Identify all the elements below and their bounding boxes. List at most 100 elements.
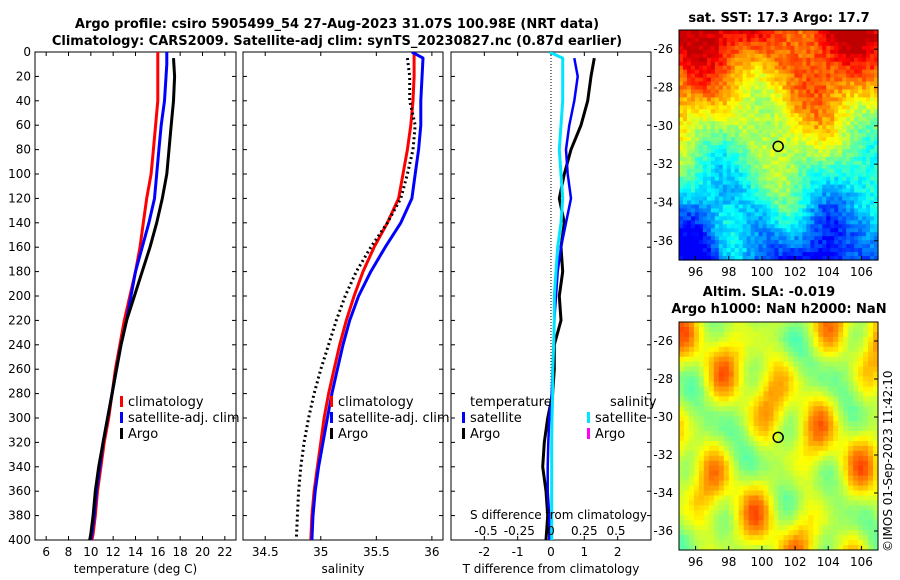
- sst-cell: [806, 77, 811, 83]
- sst-cell: [874, 33, 879, 39]
- s-axis-label: S difference from climatology: [470, 508, 647, 522]
- sst-cell: [790, 49, 796, 55]
- sla-cell: [788, 440, 795, 447]
- sst-cell: [810, 164, 815, 170]
- sla-cell: [808, 540, 814, 546]
- sla-cell: [703, 361, 710, 368]
- sla-cell: [679, 351, 685, 358]
- sst-cell: [794, 188, 799, 194]
- sst-cell: [854, 65, 859, 71]
- sla-cell: [863, 485, 869, 492]
- sst-cell: [810, 252, 815, 257]
- sst-cell: [718, 156, 724, 162]
- sst-cell: [874, 97, 879, 102]
- sst-cell: [774, 164, 780, 170]
- sst-cell: [806, 152, 811, 158]
- sst-cell: [714, 69, 720, 75]
- sst-cell: [754, 41, 760, 47]
- sst-cell: [754, 156, 760, 162]
- sla-cell: [728, 450, 735, 457]
- sst-cell: [782, 148, 788, 154]
- sla-cell: [868, 391, 874, 397]
- sst-cell: [826, 125, 831, 130]
- sst-cell: [794, 33, 799, 39]
- sst-cell: [738, 244, 744, 249]
- sst-cell: [870, 89, 875, 95]
- sst-cell: [722, 232, 728, 237]
- sla-cell: [733, 396, 740, 402]
- sla-cell: [688, 480, 695, 487]
- sla-cell: [733, 436, 740, 442]
- sla-cell: [688, 406, 695, 412]
- sst-cell: [722, 137, 728, 142]
- sla-cell: [823, 440, 829, 447]
- sst-cell: [846, 49, 851, 55]
- sst-cell: [786, 125, 792, 130]
- sla-cell: [828, 396, 834, 402]
- sst-cell: [806, 105, 811, 110]
- sla-cell: [768, 530, 775, 536]
- sla-cell: [679, 426, 685, 432]
- sla-cell: [708, 450, 715, 457]
- sst-cell: [730, 204, 736, 210]
- sst-cell: [862, 65, 867, 71]
- sla-cell: [848, 480, 854, 487]
- sst-cell: [726, 121, 732, 126]
- sst-cell: [790, 244, 796, 249]
- sla-cell: [788, 460, 795, 467]
- sst-cell: [870, 184, 875, 190]
- sst-cell: [682, 129, 688, 134]
- sla-cell: [763, 426, 770, 432]
- sla-cell: [843, 351, 849, 358]
- sst-cell: [714, 117, 720, 122]
- sst-cell: [742, 248, 748, 253]
- sst-cell: [862, 248, 867, 253]
- sla-cell: [813, 376, 819, 383]
- sst-cell: [834, 200, 839, 206]
- sla-cell: [773, 450, 780, 457]
- sst-cell: [842, 164, 847, 170]
- sst-cell: [730, 30, 736, 35]
- sst-cell: [726, 168, 732, 174]
- sst-cell: [782, 105, 788, 110]
- sst-cell: [798, 129, 803, 134]
- sst-cell: [738, 129, 744, 134]
- sst-cell: [778, 220, 784, 225]
- sla-cell: [868, 356, 874, 363]
- sst-cell: [754, 81, 760, 87]
- sla-cell: [748, 361, 755, 368]
- sst-cell: [694, 184, 700, 190]
- sst-cell: [690, 53, 696, 59]
- sst-cell: [718, 145, 724, 150]
- sla-cell: [828, 351, 834, 358]
- sla-cell: [768, 470, 775, 477]
- sla-cell: [843, 322, 849, 328]
- sst-cell: [826, 200, 831, 206]
- sla-cell: [693, 525, 700, 531]
- sla-cell: [738, 356, 745, 363]
- sst-cell: [818, 216, 823, 221]
- sla-cell: [763, 490, 770, 497]
- sla-cell: [713, 401, 720, 407]
- sst-cell: [874, 105, 879, 110]
- sst-cell: [870, 224, 875, 229]
- sst-cell: [694, 30, 700, 35]
- sst-cell: [746, 200, 752, 206]
- sst-cell: [730, 73, 736, 79]
- sst-cell: [690, 121, 696, 126]
- sst-cell: [866, 129, 871, 134]
- sst-cell: [786, 220, 792, 225]
- sla-cell: [743, 540, 750, 546]
- sla-cell: [818, 351, 824, 358]
- sla-cell: [748, 535, 755, 541]
- sst-cell: [790, 152, 796, 158]
- sst-cell: [690, 164, 696, 170]
- sst-cell: [802, 41, 807, 47]
- sla-cell: [798, 411, 804, 417]
- sla-cell: [723, 416, 730, 422]
- sst-cell: [806, 244, 811, 249]
- sla-cell: [758, 396, 765, 402]
- sla-cell: [818, 426, 824, 432]
- sst-cell: [794, 252, 799, 257]
- sst-cell: [746, 224, 752, 229]
